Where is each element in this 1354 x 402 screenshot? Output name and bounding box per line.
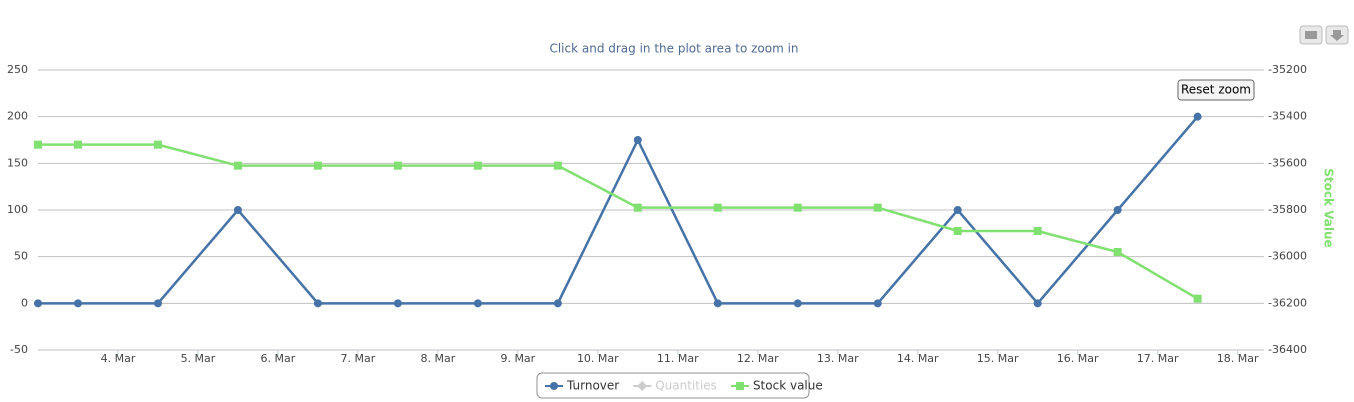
y-tick-label: 100	[7, 203, 28, 216]
x-tick-label: 18. Mar	[1217, 352, 1259, 365]
point	[1033, 227, 1042, 235]
x-tick-label: 6. Mar	[261, 352, 296, 365]
x-tick-label: 7. Mar	[341, 352, 376, 365]
x-tick-label: 4. Mar	[101, 352, 136, 365]
point	[73, 140, 82, 149]
y2-tick-label: -35800	[1268, 203, 1307, 216]
point	[953, 227, 962, 235]
point	[34, 140, 42, 149]
y2-tick-label: -35600	[1268, 156, 1307, 169]
legend-symbol	[637, 381, 648, 391]
point	[633, 203, 642, 212]
x-tick-label: 11. Mar	[657, 352, 699, 365]
reset-zoom[interactable]: Reset zoom	[1177, 79, 1255, 101]
point	[1113, 206, 1122, 214]
x-tick-label: 9. Mar	[500, 352, 535, 365]
point	[473, 299, 482, 308]
legend-label[interactable]: Turnover	[566, 379, 619, 393]
point	[713, 299, 722, 308]
y2-tick-label: -35200	[1268, 63, 1307, 76]
point	[793, 203, 802, 212]
legend-label[interactable]: Quantities	[655, 379, 717, 393]
point	[473, 161, 482, 170]
point	[313, 161, 322, 170]
x-tick-label: 17. Mar	[1137, 352, 1179, 365]
point	[873, 299, 882, 308]
point	[73, 299, 82, 308]
y-tick-label: 0	[21, 296, 28, 309]
point	[553, 299, 562, 308]
point	[393, 299, 402, 308]
print-icon	[1305, 31, 1317, 39]
x-tick-label: 15. Mar	[977, 352, 1019, 365]
point	[34, 299, 42, 308]
x-tick-label: 16. Mar	[1057, 352, 1099, 365]
point	[713, 203, 722, 212]
point	[1113, 248, 1122, 256]
y2-tick-label: -36200	[1268, 296, 1307, 309]
chart-subtitle: Click and drag in the plot area to zoom …	[549, 42, 798, 56]
point	[553, 161, 562, 170]
point	[793, 299, 802, 308]
point	[1033, 299, 1042, 308]
point	[633, 136, 642, 144]
point	[1193, 112, 1202, 121]
point	[953, 206, 962, 214]
y2-tick-label: -36000	[1268, 250, 1307, 263]
reset-zoom-button[interactable]	[1177, 79, 1255, 101]
point	[873, 203, 882, 212]
x-tick-label: 14. Mar	[897, 352, 939, 365]
point	[393, 161, 402, 170]
point	[153, 299, 162, 308]
legend-symbol	[550, 382, 558, 390]
export-buttons[interactable]	[1299, 25, 1349, 45]
y2-axis-title: Stock Value	[1322, 168, 1336, 247]
x-tick-label: 13. Mar	[817, 352, 859, 365]
y-tick-label: 50	[14, 250, 28, 263]
x-tick-label: 5. Mar	[181, 352, 216, 365]
y-tick-label: 200	[7, 110, 28, 123]
x-tick-label: 12. Mar	[737, 352, 779, 365]
y-tick-label: 150	[7, 156, 28, 169]
reset-zoom-label[interactable]: Reset zoom	[1181, 83, 1251, 97]
legend-symbol	[735, 382, 744, 390]
point	[153, 140, 162, 149]
y-tick-label: -50	[10, 343, 28, 356]
point	[313, 299, 322, 308]
y2-tick-label: -36400	[1268, 343, 1307, 356]
point	[1193, 294, 1202, 303]
legend-box	[536, 372, 810, 399]
point	[233, 206, 242, 214]
x-tick-label: 10. Mar	[577, 352, 619, 365]
y2-tick-label: -35400	[1268, 110, 1307, 123]
download-icon	[1330, 30, 1344, 41]
x-tick-label: 8. Mar	[420, 352, 455, 365]
series-line	[38, 143, 1199, 300]
legend-label[interactable]: Stock value	[753, 379, 823, 393]
point	[233, 161, 242, 170]
series-line	[38, 115, 1199, 306]
plot-area	[34, 112, 1202, 308]
y-tick-label: 250	[7, 63, 28, 76]
